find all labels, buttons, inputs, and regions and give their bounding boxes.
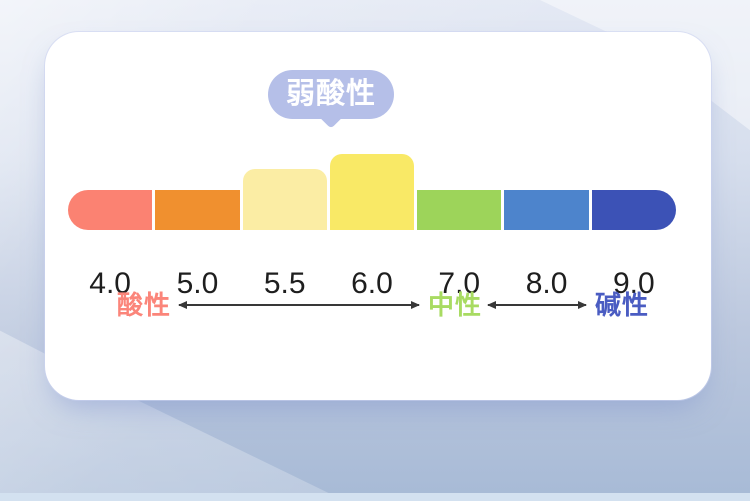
- ph-tick-label-8.0: 8.0: [525, 267, 568, 300]
- ph-tick-row: 4.0 5.0 5.5 6.0 7.0 8.0 9.0: [68, 268, 676, 300]
- ph-tick-label-9.0: 9.0: [612, 267, 655, 300]
- ph-scale-card: 弱酸性 4.0 5.0 5.5 6.0 7.0 8.0 9.0 酸性 中性 碱性: [45, 32, 711, 400]
- background-bottom-strip: [0, 493, 750, 501]
- ph-tick-label-7.0: 7.0: [438, 267, 481, 300]
- ph-segment-5.5: [242, 169, 327, 230]
- ph-tick-label-5.0: 5.0: [176, 267, 219, 300]
- zone-label-acidic: 酸性: [117, 290, 172, 320]
- ph-segment-6.0: [329, 154, 415, 230]
- arrow-neutral-to-alkaline-icon: [487, 301, 587, 309]
- ph-segment-7.0: [417, 190, 502, 230]
- ph-tick-label-6.0: 6.0: [351, 267, 393, 300]
- ph-color-bar: [68, 154, 676, 230]
- zone-label-neutral: 中性: [428, 290, 483, 320]
- ph-segment-5.0: [155, 190, 240, 230]
- ph-segment-9.0: [591, 190, 676, 230]
- ph-tooltip: 弱酸性: [268, 70, 394, 129]
- arrow-acidic-to-neutral-icon: [178, 301, 420, 309]
- ph-tick-label-4.0: 4.0: [89, 267, 131, 300]
- ph-segment-8.0: [504, 190, 589, 230]
- ph-segment-4.0: [68, 190, 153, 230]
- ph-tick-label-5.5: 5.5: [263, 267, 306, 300]
- zone-label-alkaline: 碱性: [595, 290, 650, 320]
